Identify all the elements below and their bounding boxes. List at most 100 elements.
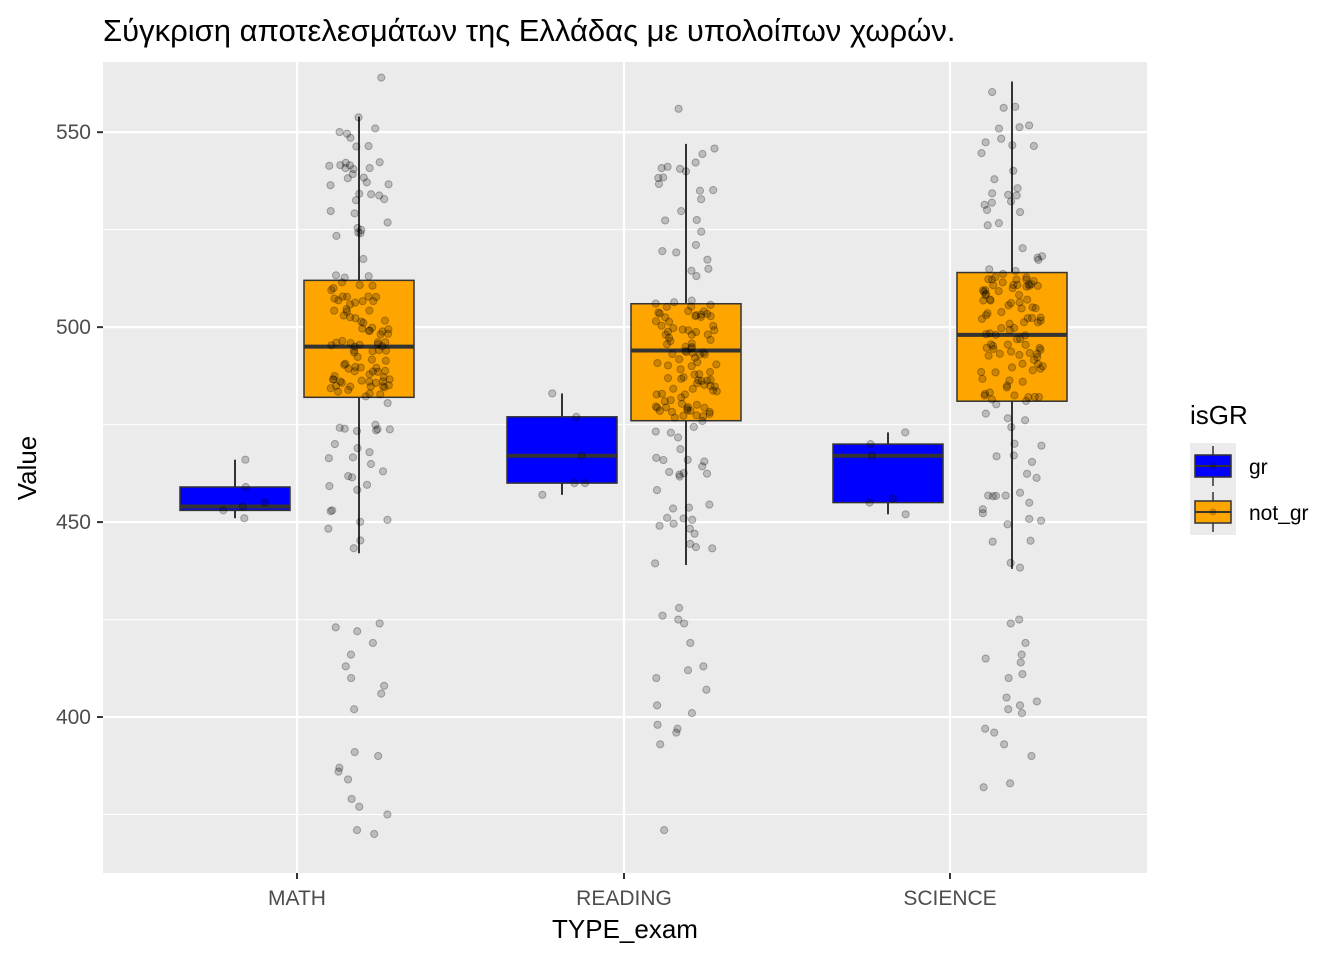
jitter-point-not-gr [1017, 709, 1027, 718]
jitter-point-not-gr [684, 503, 694, 512]
jitter-point-not-gr [1006, 619, 1015, 628]
jitter-point-not-gr [687, 709, 697, 718]
jitter-point-not-gr [1033, 281, 1042, 290]
box-gr-math [179, 459, 291, 519]
jitter-point-not-gr [350, 209, 359, 218]
jitter-point-not-gr [383, 515, 392, 524]
jitter-point-not-gr [1022, 275, 1031, 284]
legend-key-point [1209, 462, 1217, 470]
jitter-point-not-gr [679, 469, 688, 478]
jitter-point-not-gr [698, 416, 707, 426]
jitter-point-not-gr [703, 376, 712, 385]
jitter-point-not-gr [371, 124, 380, 133]
jitter-point-not-gr [1008, 283, 1017, 293]
jitter-point-layer [219, 73, 1047, 839]
box-body [832, 443, 944, 504]
jitter-point-not-gr [351, 196, 361, 205]
jitter-point-not-gr [686, 539, 695, 549]
jitter-point-not-gr [693, 358, 702, 367]
jitter-point-not-gr [992, 400, 1001, 409]
jitter-point-not-gr [988, 341, 998, 350]
jitter-point-not-gr [383, 810, 392, 819]
jitter-point-not-gr [356, 517, 365, 526]
jitter-point-not-gr [1038, 362, 1047, 371]
jitter-point-not-gr [983, 309, 992, 318]
jitter-point-not-gr [674, 104, 683, 113]
jitter-point-not-gr [994, 124, 1004, 133]
jitter-point-not-gr [326, 206, 335, 216]
jitter-point-gr [548, 389, 557, 398]
jitter-point-not-gr [990, 728, 999, 737]
jitter-point-not-gr [998, 278, 1007, 287]
jitter-point-not-gr [364, 272, 373, 281]
jitter-point-not-gr [1016, 207, 1025, 217]
jitter-point-not-gr [706, 300, 715, 309]
jitter-point-not-gr [687, 344, 696, 353]
x-axis-ticks: MATH READING SCIENCE [268, 873, 997, 910]
jitter-point-not-gr [1005, 376, 1014, 385]
jitter-point-not-gr [652, 486, 662, 495]
jitter-point-not-gr [651, 299, 660, 308]
jitter-point-not-gr [675, 470, 684, 479]
jitter-point-not-gr [1036, 313, 1045, 322]
jitter-point-not-gr [997, 134, 1006, 143]
jitter-point-not-gr [383, 398, 392, 408]
jitter-point-not-gr [688, 384, 697, 393]
jitter-point-not-gr [1018, 359, 1027, 368]
jitter-point-not-gr [979, 287, 989, 297]
jitter-point-not-gr [691, 158, 700, 167]
jitter-point-not-gr [364, 326, 374, 335]
jitter-point-not-gr [348, 169, 357, 179]
jitter-point-not-gr [702, 469, 712, 478]
box-body [506, 416, 618, 484]
jitter-point-not-gr [330, 306, 339, 315]
jitter-point-not-gr [983, 221, 992, 230]
jitter-point-not-gr [339, 311, 348, 320]
jitter-point-gr [867, 451, 877, 460]
jitter-point-not-gr [1015, 701, 1025, 710]
jitter-point-not-gr [991, 491, 1001, 500]
jitter-point-not-gr [1000, 740, 1009, 749]
jitter-point-not-gr [670, 298, 679, 307]
jitter-point-not-gr [1010, 439, 1019, 448]
jitter-point-not-gr [699, 412, 708, 421]
jitter-point-not-gr [341, 163, 350, 173]
jitter-point-not-gr [706, 381, 715, 391]
jitter-point-not-gr [691, 312, 700, 321]
jitter-point-not-gr [326, 507, 335, 516]
jitter-point-not-gr [692, 310, 701, 320]
jitter-point-not-gr [683, 455, 692, 464]
jitter-point-not-gr [354, 113, 363, 122]
jitter-point-not-gr [344, 472, 353, 481]
jitter-point-not-gr [362, 480, 372, 489]
jitter-point-not-gr [379, 373, 388, 382]
jitter-point-not-gr [665, 467, 674, 477]
jitter-point-not-gr [378, 377, 388, 386]
jitter-point-not-gr [692, 411, 701, 420]
jitter-point-not-gr [343, 174, 352, 183]
jitter-point-not-gr [380, 681, 389, 690]
jitter-point-not-gr [987, 275, 997, 284]
jitter-point-not-gr [663, 361, 673, 370]
jitter-point-not-gr [982, 311, 991, 320]
jitter-point-not-gr [661, 403, 671, 412]
jitter-point-not-gr [988, 189, 997, 198]
jitter-point-not-gr [350, 748, 359, 757]
jitter-point-not-gr [380, 316, 390, 325]
jitter-point-not-gr [340, 273, 349, 282]
jitter-point-not-gr [982, 205, 992, 215]
jitter-point-not-gr [1033, 253, 1042, 262]
jitter-point-not-gr [329, 375, 338, 384]
jitter-point-not-gr [1007, 423, 1016, 432]
jitter-point-not-gr [334, 767, 343, 776]
jitter-point-not-gr [991, 368, 1000, 377]
jitter-point-not-gr [326, 384, 335, 393]
jitter-point-not-gr [353, 223, 362, 233]
jitter-point-not-gr [683, 666, 693, 675]
jitter-point-not-gr [341, 158, 350, 167]
jitter-point-not-gr [709, 186, 718, 195]
jitter-point-not-gr [1037, 441, 1046, 450]
jitter-point-not-gr [659, 173, 668, 182]
jitter-point-not-gr [675, 472, 684, 481]
jitter-point-not-gr [981, 138, 990, 147]
